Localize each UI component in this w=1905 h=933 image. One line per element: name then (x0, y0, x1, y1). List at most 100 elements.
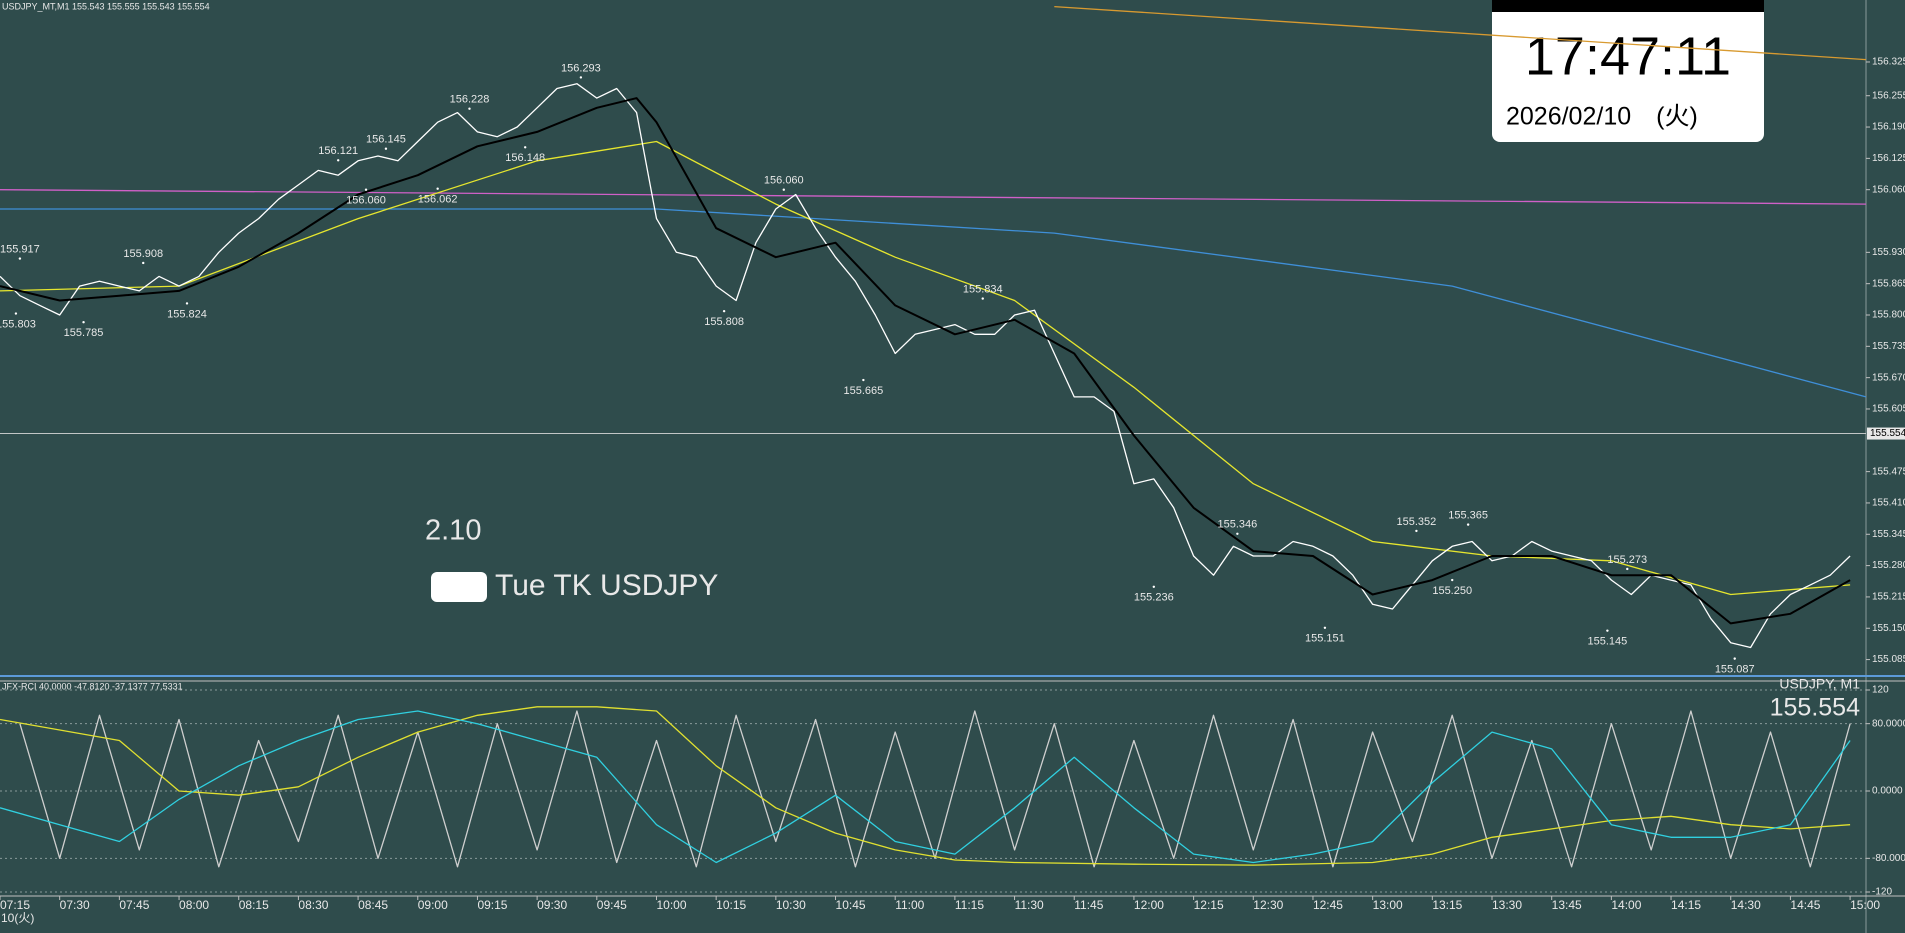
annotation-point (1626, 567, 1629, 571)
y-tick-label: 120 (1872, 685, 1889, 696)
x-tick-label: 14:00 (1611, 898, 1641, 912)
annotation-point (862, 378, 865, 382)
annotation-label: 155.803 (0, 318, 36, 330)
annotation-label: 155.365 (1448, 510, 1488, 522)
y-tick-label: 155.410 (1872, 498, 1905, 509)
annotation-label: 156.060 (346, 195, 386, 207)
annotation-label: 155.908 (123, 248, 163, 260)
annotation-label: 155.236 (1134, 592, 1174, 604)
series-line (0, 189, 1867, 205)
x-tick-label: 12:00 (1134, 898, 1164, 912)
y-tick-label: 155.865 (1872, 278, 1905, 289)
x-tick-label: 11:30 (1015, 898, 1044, 912)
x-tick-label: 09:00 (418, 898, 448, 912)
y-tick-label: 156.060 (1872, 184, 1905, 195)
y-tick-label: 156.325 (1872, 57, 1905, 68)
annotation-point (18, 257, 22, 260)
last-price-tag-label: 155.554 (1870, 428, 1905, 439)
x-tick-label: 10:30 (776, 898, 806, 912)
y-tick-label: 155.215 (1872, 592, 1905, 603)
y-tick-label: 156.255 (1872, 90, 1905, 101)
series-line (1054, 5, 1867, 61)
y-tick-label: 156.125 (1872, 153, 1905, 164)
x-tick-label: 11:15 (955, 898, 984, 912)
y-tick-label: 155.475 (1872, 466, 1905, 477)
annotation-point (185, 302, 189, 305)
annotation-label: 155.808 (704, 316, 744, 328)
annotation-label: 156.228 (450, 94, 490, 106)
x-tick-label: 08:45 (358, 898, 388, 912)
x-tick-label: 10:00 (656, 898, 686, 912)
x-sublabel: 10(火) (1, 911, 34, 925)
annotation-point (1466, 523, 1470, 526)
note-label: Tue TK USDJPY (495, 569, 718, 602)
x-tick-label: 08:00 (179, 898, 209, 912)
x-tick-label: 12:15 (1194, 898, 1224, 912)
x-tick-label: 14:45 (1790, 898, 1820, 912)
note-icon (431, 572, 487, 602)
annotation-point (468, 107, 471, 110)
annotation-point (1451, 578, 1454, 582)
series-line (0, 706, 1851, 866)
annotation-label: 156.145 (366, 134, 406, 146)
x-tick-label: 08:15 (239, 898, 269, 912)
x-tick-label: 07:45 (119, 898, 149, 912)
series-line (0, 710, 1851, 864)
x-tick-label: 12:45 (1313, 898, 1343, 912)
annotation-point (523, 146, 527, 149)
series-line (0, 83, 1851, 649)
main-header: USDJPY_MT,M1 155.543 155.555 155.543 155… (2, 1, 210, 11)
x-tick-label: 13:45 (1552, 898, 1582, 912)
annotation-point (384, 147, 388, 150)
x-tick-label: 14:30 (1731, 898, 1761, 912)
clock-box: 17:47:11 2026/02/10 (火) (1492, 0, 1764, 142)
x-tick-label: 09:30 (537, 898, 567, 912)
x-tick-label: 13:15 (1432, 898, 1462, 912)
annotation-point (82, 321, 85, 324)
annotation-point (1415, 529, 1418, 533)
series-line (19, 710, 1851, 868)
annotation-label: 155.352 (1397, 516, 1437, 528)
annotation-label: 155.917 (0, 244, 40, 256)
symbol-label: USDJPY, M1 (1779, 676, 1860, 692)
annotation-label: 156.062 (418, 194, 458, 206)
annotation-label: 155.250 (1432, 585, 1472, 597)
annotation-label: 155.087 (1715, 664, 1755, 676)
x-tick-label: 14:15 (1671, 898, 1701, 912)
y-tick-label: 155.735 (1872, 341, 1905, 352)
x-tick-label: 15:00 (1850, 898, 1880, 912)
annotation-label: 155.824 (167, 308, 207, 320)
annotation-label: 156.293 (561, 62, 601, 74)
annotation-point (436, 187, 439, 190)
last-price-tag (1867, 427, 1905, 440)
x-tick-label: 09:15 (477, 898, 507, 912)
x-tick-label: 09:45 (597, 898, 627, 912)
y-tick-label: 155.930 (1872, 247, 1905, 258)
annotation-label: 155.834 (963, 284, 1003, 296)
annotation-label: 155.785 (64, 327, 104, 339)
annotation-label: 156.121 (318, 145, 358, 157)
last-price-big: 155.554 (1770, 694, 1860, 722)
rci-header: JFX-RCI 40.0000 -47.8120 -37.1377 77.533… (2, 681, 183, 691)
annotation-label: 156.148 (505, 152, 545, 164)
annotation-point (981, 297, 984, 300)
y-tick-label: -80.0000 (1872, 853, 1905, 864)
annotation-point (336, 159, 340, 162)
x-tick-label: 13:00 (1373, 898, 1403, 912)
annotation-point (722, 309, 726, 313)
clock-panel (1492, 0, 1764, 142)
y-tick-label: 0.0000 (1872, 786, 1903, 797)
series-line (0, 208, 1867, 398)
y-tick-label: 155.670 (1872, 372, 1905, 383)
annotation-point (142, 261, 145, 265)
clock-time: 17:47:11 (1525, 26, 1731, 86)
y-tick-label: 155.345 (1872, 529, 1905, 540)
clock-bar (1492, 0, 1764, 12)
x-tick-label: 12:30 (1253, 898, 1283, 912)
y-tick-label: -120 (1872, 887, 1892, 898)
y-tick-label: 155.605 (1872, 404, 1905, 415)
x-tick-label: 07:15 (0, 898, 30, 912)
annotation-point (14, 312, 18, 315)
clock-date: 2026/02/10 (火) (1506, 103, 1698, 131)
